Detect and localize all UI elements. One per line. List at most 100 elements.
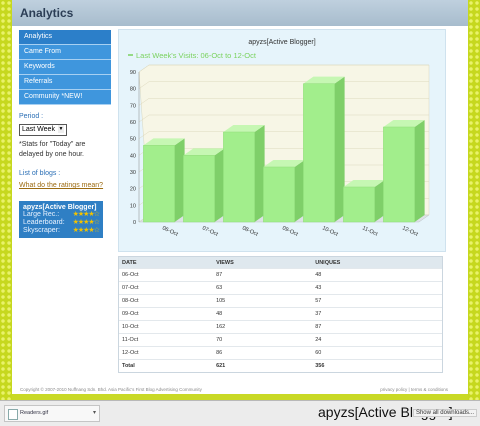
bar (383, 126, 415, 223)
download-bar: Readers.gif ▾ apyzs[Active Blogger] Show… (0, 400, 480, 426)
bar-side (334, 76, 345, 222)
rating-row: Skyscraper: ★★★★☆ (23, 227, 100, 235)
bar-top (383, 120, 425, 127)
sidebar-item-came-from[interactable]: Came From (19, 45, 111, 60)
bar (143, 145, 175, 223)
page-footer: Copyright © 2007-2010 Nuffnang Sdn. Bhd.… (12, 385, 468, 394)
sidebar-item-referrals[interactable]: Referrals (19, 75, 111, 90)
cell-views: 87 (213, 268, 313, 282)
y-tick-label: 80 (130, 87, 136, 93)
cell-uniques: 24 (312, 333, 442, 347)
bar-side (254, 125, 265, 222)
rating-label: Leaderboard: (23, 219, 65, 226)
x-tick-label: 08-Oct (241, 225, 259, 238)
bar-top (223, 125, 265, 132)
bar-top (303, 76, 345, 84)
blog-card[interactable]: apyzs[Active Blogger] Large Rec.: ★★★★☆ … (19, 201, 103, 238)
table-row: 06-Oct 87 48 (119, 268, 442, 282)
cell-uniques: 37 (312, 307, 442, 321)
visits-chart-panel: apyzs[Active Blogger] Last Week's Visits:… (118, 29, 446, 252)
y-tick-label: 60 (130, 120, 136, 126)
cell-uniques: 48 (312, 268, 442, 282)
cell-uniques: 87 (312, 320, 442, 334)
x-tick-label: 06-Oct (161, 225, 179, 238)
period-select-value: Last Week (22, 126, 55, 133)
sidebar-item-keywords[interactable]: Keywords (19, 60, 111, 75)
rating-row: Leaderboard: ★★★★☆ (23, 219, 100, 227)
background-pattern (468, 0, 480, 425)
cell-date: 12-Oct (119, 346, 214, 360)
table-row: 11-Oct 70 24 (119, 333, 442, 347)
bar-side (374, 180, 385, 222)
blogs-label: List of blogs : (19, 170, 61, 177)
x-tick-label: 07-Oct (201, 225, 219, 238)
cell-views: 48 (213, 307, 313, 321)
download-item[interactable]: Readers.gif ▾ (4, 405, 100, 422)
stats-table-panel: DATE VIEWS UNIQUES 06-Oct 87 48 07-Oct 63 43… (118, 256, 443, 373)
cell-date: 09-Oct (119, 307, 214, 321)
x-tick-label: 09-Oct (281, 225, 299, 238)
sidebar-item-analytics[interactable]: Analytics (19, 30, 111, 45)
cell-date: 10-Oct (119, 320, 214, 334)
cell-views: 70 (213, 333, 313, 347)
bar-side (294, 160, 305, 222)
table-row: 12-Oct 86 60 (119, 346, 442, 360)
bar-top (343, 180, 385, 187)
bar-top (143, 138, 185, 146)
bar-top (263, 160, 305, 167)
column-header-date: DATE (119, 257, 214, 269)
ratings-link[interactable]: What do the ratings mean? (19, 182, 104, 189)
cell-views: 105 (213, 294, 313, 308)
background-pattern (0, 0, 12, 425)
copyright-text: Copyright © 2007-2010 Nuffnang Sdn. Bhd.… (20, 387, 202, 392)
cell-date: 07-Oct (119, 281, 214, 295)
table-row: 10-Oct 162 87 (119, 320, 442, 334)
bar (343, 186, 375, 223)
cell-date: 08-Oct (119, 294, 214, 308)
footer-links[interactable]: privacy policy | terms & conditions (380, 387, 448, 392)
bar (183, 155, 215, 223)
total-label: Total (119, 359, 214, 372)
page-header: Analytics (12, 0, 468, 26)
download-file-name: Readers.gif (20, 410, 49, 416)
table-row: 09-Oct 48 37 (119, 307, 442, 321)
chevron-down-icon[interactable]: ▾ (92, 410, 96, 416)
y-tick-label: 0 (133, 220, 136, 226)
cell-views: 86 (213, 346, 313, 360)
stats-note: *Stats for "Today" are delayed by one ho… (19, 141, 86, 158)
y-tick-label: 90 (130, 70, 136, 76)
sidebar: Analytics Came From Keywords Referrals C… (19, 30, 111, 238)
y-tick-label: 10 (130, 203, 136, 209)
cell-views: 63 (213, 281, 313, 295)
period-select[interactable]: Last Week ▼ (19, 124, 67, 136)
image-file-icon (8, 409, 18, 420)
cell-date: 11-Oct (119, 333, 214, 347)
cell-date: 06-Oct (119, 268, 214, 282)
y-tick-label: 50 (130, 137, 136, 143)
total-uniques: 356 (312, 359, 442, 372)
bar-side (414, 120, 425, 222)
total-views: 621 (213, 359, 313, 372)
show-all-downloads-link[interactable]: Show all downloads... (412, 409, 477, 417)
blog-name: apyzs[Active Blogger] (23, 204, 97, 211)
cell-views: 162 (213, 320, 313, 334)
column-header-uniques: UNIQUES (312, 257, 442, 269)
stats-table: DATE VIEWS UNIQUES 06-Oct 87 48 07-Oct 63 43… (119, 257, 442, 372)
visits-bar-chart: apyzs[Active Blogger] Last Week's Visits:… (128, 39, 430, 238)
y-tick-label: 20 (130, 187, 136, 193)
rating-label: Large Rec.: (23, 211, 60, 218)
bar-side (214, 148, 225, 222)
sidebar-item-community[interactable]: Community *NEW! (19, 90, 111, 105)
cell-uniques: 43 (312, 281, 442, 295)
bar (303, 83, 335, 223)
chart-title: apyzs[Active Blogger] (248, 39, 315, 46)
bar-side (174, 138, 185, 222)
x-tick-label: 11-Oct (361, 225, 379, 237)
x-tick-label: 10-Oct (321, 225, 339, 238)
bar-top (183, 148, 225, 156)
bar (223, 131, 255, 223)
y-tick-label: 40 (130, 153, 136, 159)
star-rating-icon: ★★★★☆ (72, 219, 100, 226)
table-row: 07-Oct 63 43 (119, 281, 442, 295)
gridline (138, 64, 429, 73)
